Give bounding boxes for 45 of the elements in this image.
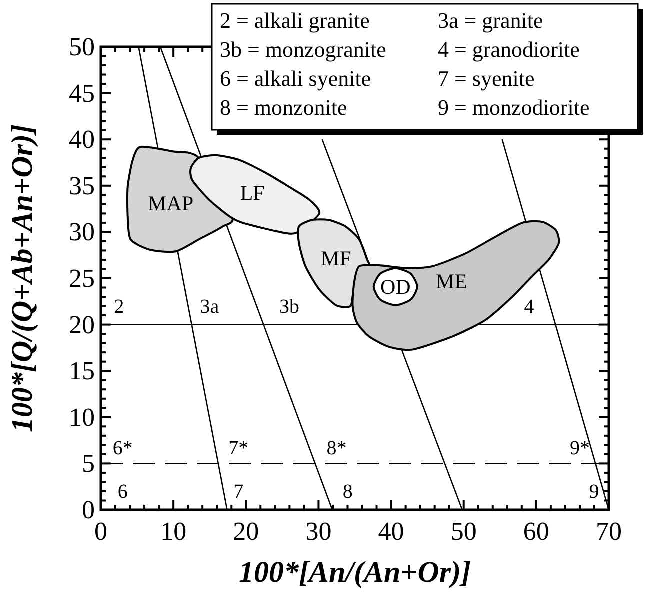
y-tick-label: 50	[69, 32, 95, 62]
annotation: 9*	[570, 437, 590, 460]
x-tick-label: 70	[596, 517, 622, 546]
annotation: 7*	[228, 437, 249, 460]
annotation: 4	[524, 296, 534, 318]
x-tick-label: 20	[233, 517, 260, 546]
y-tick-label: 35	[69, 171, 95, 200]
x-tick-label: 30	[306, 517, 332, 546]
y-tick-label: 45	[69, 78, 95, 108]
series-label: OD	[380, 274, 411, 299]
annotation: 6	[118, 480, 128, 503]
y-tick-label: 40	[69, 125, 95, 154]
series-label: ME	[436, 270, 468, 294]
y-axis-title: 100*[Q/(Q+Ab+An+Or)]	[6, 124, 39, 432]
series-label: MF	[320, 246, 352, 270]
y-tick-label: 15	[69, 356, 95, 386]
annotation: 6 = alkali syenite	[220, 66, 372, 91]
x-tick-label: 40	[378, 517, 404, 546]
y-tick-label: 5	[82, 449, 95, 478]
annotation: 4 = granodiorite	[438, 37, 580, 62]
annotation: 6*	[112, 437, 133, 460]
series-label: LF	[240, 180, 265, 205]
annotation: 7 = syenite	[438, 66, 535, 91]
x-axis-title: 100*[An/(An+Or)]	[238, 556, 472, 589]
text: 2 = alkali granite	[220, 8, 370, 33]
annotation: 2	[114, 296, 124, 318]
annotation: 8*	[326, 437, 347, 460]
y-tick-label: 10	[69, 402, 95, 432]
annotation: 7	[234, 480, 244, 503]
x-tick-label: 60	[523, 517, 550, 546]
y-tick-label: 0	[82, 496, 95, 524]
y-tick-label: 30	[69, 218, 95, 247]
annotation: 8 = monzonite	[220, 95, 348, 120]
annotation: 8	[342, 480, 353, 503]
annotation: 3b	[279, 296, 300, 318]
annotation: 3a	[200, 296, 220, 318]
y-tick-label: 20	[69, 310, 95, 340]
y-tick-label: 25	[69, 264, 95, 293]
text: 3a = granite	[438, 8, 544, 33]
series-label: MAP	[148, 192, 194, 216]
annotation: 3b = monzogranite	[220, 37, 386, 62]
x-tick-label: 10	[160, 517, 187, 546]
annotation: 9 = monzodiorite	[438, 95, 590, 120]
annotation: 9	[589, 480, 600, 503]
x-tick-label: 50	[450, 517, 477, 546]
